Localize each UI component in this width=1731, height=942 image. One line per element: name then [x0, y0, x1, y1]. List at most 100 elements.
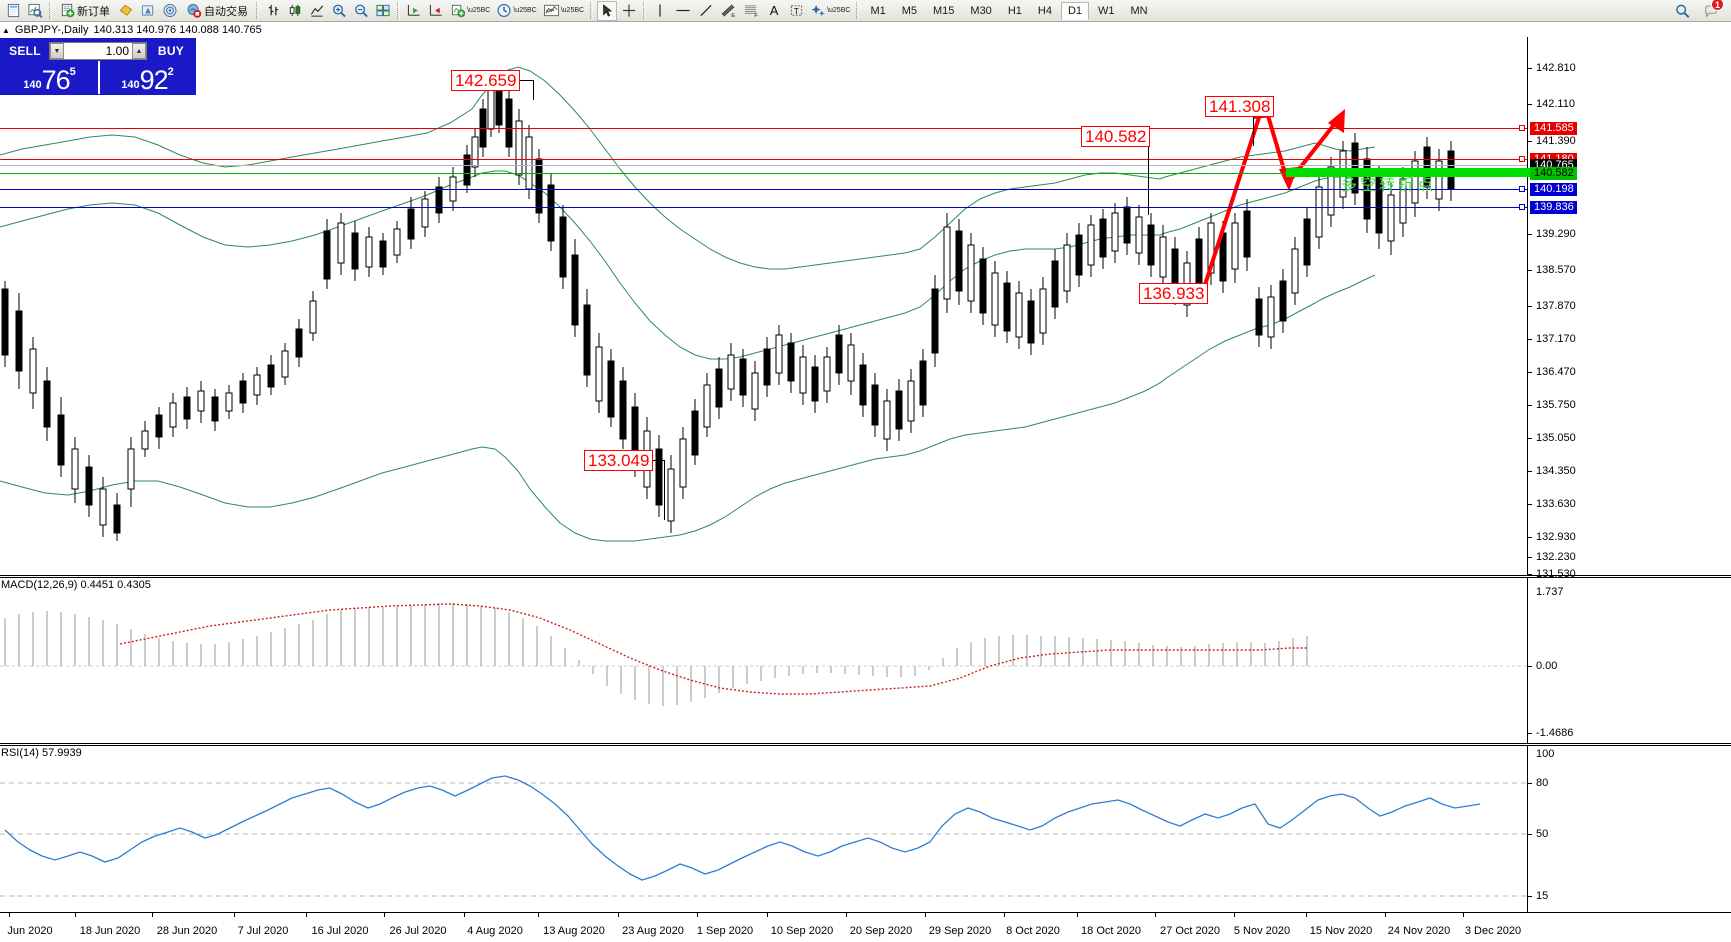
price-tag-support-2[interactable]: 139.836	[1530, 201, 1577, 214]
crosshair-icon[interactable]	[619, 1, 639, 21]
axis-tick	[1528, 537, 1532, 538]
price-axis-label: 131.530	[1536, 568, 1576, 580]
volume-increment-button[interactable]: ▲	[132, 43, 146, 59]
time-axis-label: Jun 2020	[7, 925, 53, 937]
horizontal-line-icon[interactable]	[672, 1, 694, 21]
volume-decrement-button[interactable]: ▼	[50, 43, 64, 59]
sell-price-quote[interactable]: 140 76 5	[1, 61, 98, 94]
price-tag-pivot[interactable]: 140.582	[1530, 167, 1577, 180]
chevron-down-icon[interactable]: \u25BC	[827, 7, 851, 14]
one-click-trading-panel[interactable]: SELL ▼ 1.00 ▲ BUY 140 76 5 140 92 2	[0, 38, 196, 95]
time-axis-label: 13 Aug 2020	[543, 925, 605, 937]
new-order-button[interactable]: 新订单	[56, 1, 114, 21]
navigator-icon[interactable]	[138, 1, 158, 21]
bar-chart-icon[interactable]	[263, 1, 283, 21]
cursor-icon[interactable]	[597, 0, 618, 21]
price-tag-resistance-1[interactable]: 141.585	[1530, 122, 1577, 135]
zoom-out-icon[interactable]	[351, 1, 371, 21]
annotation-swing-low[interactable]: 133.049	[584, 450, 654, 471]
vertical-line-icon[interactable]	[650, 1, 670, 21]
text-label-icon[interactable]: T	[786, 1, 806, 21]
fibonacci-retracement-icon[interactable]: F	[741, 1, 762, 21]
support-line-1[interactable]	[0, 189, 1527, 190]
search-icon[interactable]	[1672, 1, 1693, 21]
time-axis[interactable]: Jun 2020 18 Jun 2020 28 Jun 2020 7 Jul 2…	[0, 912, 1731, 942]
resistance-handle-2[interactable]	[1519, 156, 1525, 162]
pane-divider-price-macd[interactable]	[0, 575, 1731, 578]
macd-pane[interactable]: MACD(12,26,9) 0.4451 0.4305	[0, 578, 1731, 743]
timeframe-mn[interactable]: MN	[1124, 2, 1155, 20]
equidistant-channel-icon[interactable]: E	[718, 1, 739, 21]
timeframe-label: W1	[1098, 4, 1115, 17]
time-axis-label: 18 Oct 2020	[1081, 925, 1141, 937]
trade-panel-controls[interactable]: SELL ▼ 1.00 ▲ BUY	[1, 39, 195, 61]
resistance-handle-1[interactable]	[1519, 125, 1525, 131]
timeframe-m30[interactable]: M30	[963, 2, 998, 20]
timeframe-label: D1	[1067, 4, 1082, 17]
drawn-arrows-layer[interactable]	[0, 37, 1527, 577]
price-tag-support-1[interactable]: 140.198	[1530, 183, 1577, 196]
resistance-line-1[interactable]	[0, 128, 1527, 129]
alerts-icon[interactable]: 1	[1701, 0, 1724, 21]
period-icon[interactable]: \u25BC	[494, 1, 538, 21]
volume-input[interactable]: 1.00	[64, 43, 132, 59]
pivot-line[interactable]	[0, 173, 1527, 174]
pane-divider-macd-rsi[interactable]	[0, 743, 1731, 746]
buy-button[interactable]: BUY	[157, 44, 185, 58]
chevron-down-icon[interactable]: \u25BC	[467, 7, 491, 14]
annotation-swing-low-recent[interactable]: 136.933	[1139, 283, 1209, 304]
time-axis-label: 23 Aug 2020	[622, 925, 684, 937]
zoom-in-icon[interactable]	[329, 1, 349, 21]
chart-shift-icon[interactable]	[426, 1, 446, 21]
price-plot-area[interactable]: 142.659 133.049 140.582 141.308 136.933 …	[0, 37, 1731, 577]
trendline-icon[interactable]	[696, 1, 716, 21]
timeframe-h4[interactable]: H4	[1031, 2, 1059, 20]
signals-icon[interactable]	[160, 1, 180, 21]
timeframe-d1[interactable]: D1	[1060, 1, 1089, 20]
annotation-swing-high[interactable]: 142.659	[451, 70, 521, 91]
chevron-down-icon[interactable]: \u25BC	[513, 7, 537, 14]
price-series-layer	[0, 66, 1455, 542]
indicators-icon[interactable]: \u25BC	[448, 1, 492, 21]
annotation-pivot-level[interactable]: 140.582	[1081, 126, 1151, 147]
shapes-icon[interactable]: \u25BC	[808, 1, 852, 21]
key-level-band[interactable]	[1286, 168, 1548, 177]
resistance-line-2[interactable]	[0, 159, 1527, 160]
axis-tick	[538, 913, 539, 917]
timeframe-w1[interactable]: W1	[1091, 2, 1122, 20]
price-axis-label: 136.470	[1536, 366, 1576, 378]
macd-label: MACD(12,26,9) 0.4451 0.4305	[1, 579, 151, 591]
macd-plot-area[interactable]	[0, 578, 1731, 743]
timeframe-h1[interactable]: H1	[1001, 2, 1029, 20]
line-chart-icon[interactable]	[307, 1, 327, 21]
axis-tick	[1528, 504, 1532, 505]
chevron-down-icon[interactable]: \u25BC	[560, 7, 585, 14]
timeframe-m5[interactable]: M5	[895, 2, 924, 20]
annotation-leader	[664, 460, 665, 520]
support-handle-2[interactable]	[1519, 204, 1525, 210]
autotrading-button[interactable]: 自动交易	[182, 1, 252, 21]
new-chart-icon[interactable]	[3, 1, 23, 21]
chart-collapse-icon[interactable]: ▲	[2, 25, 10, 35]
volume-stepper[interactable]: ▼ 1.00 ▲	[49, 42, 147, 60]
timeframe-m1[interactable]: M1	[863, 2, 892, 20]
price-chart-pane[interactable]: 142.659 133.049 140.582 141.308 136.933 …	[0, 37, 1731, 580]
autoscroll-icon[interactable]	[404, 1, 424, 21]
timeframe-m15[interactable]: M15	[926, 2, 961, 20]
support-handle-1[interactable]	[1519, 186, 1525, 192]
annotation-turning-point[interactable]: 多空转折点	[1341, 175, 1437, 194]
text-icon[interactable]: A	[769, 3, 779, 18]
buy-price-quote[interactable]: 140 92 2	[98, 61, 195, 94]
candlestick-chart-icon[interactable]	[285, 1, 305, 21]
metaeditor-icon[interactable]	[116, 1, 136, 21]
sell-button[interactable]: SELL	[9, 44, 41, 58]
templates-icon[interactable]: \u25BC	[541, 1, 586, 21]
profiles-icon[interactable]	[25, 1, 45, 21]
rsi-plot-area[interactable]	[0, 746, 1731, 912]
tile-windows-icon[interactable]	[373, 1, 393, 21]
annotation-swing-high-recent[interactable]: 141.308	[1205, 96, 1275, 117]
rsi-pane[interactable]: RSI(14) 57.9939 100 80 50 15	[0, 746, 1731, 912]
price-axis-label: 132.930	[1536, 531, 1576, 543]
support-line-2[interactable]	[0, 207, 1527, 208]
